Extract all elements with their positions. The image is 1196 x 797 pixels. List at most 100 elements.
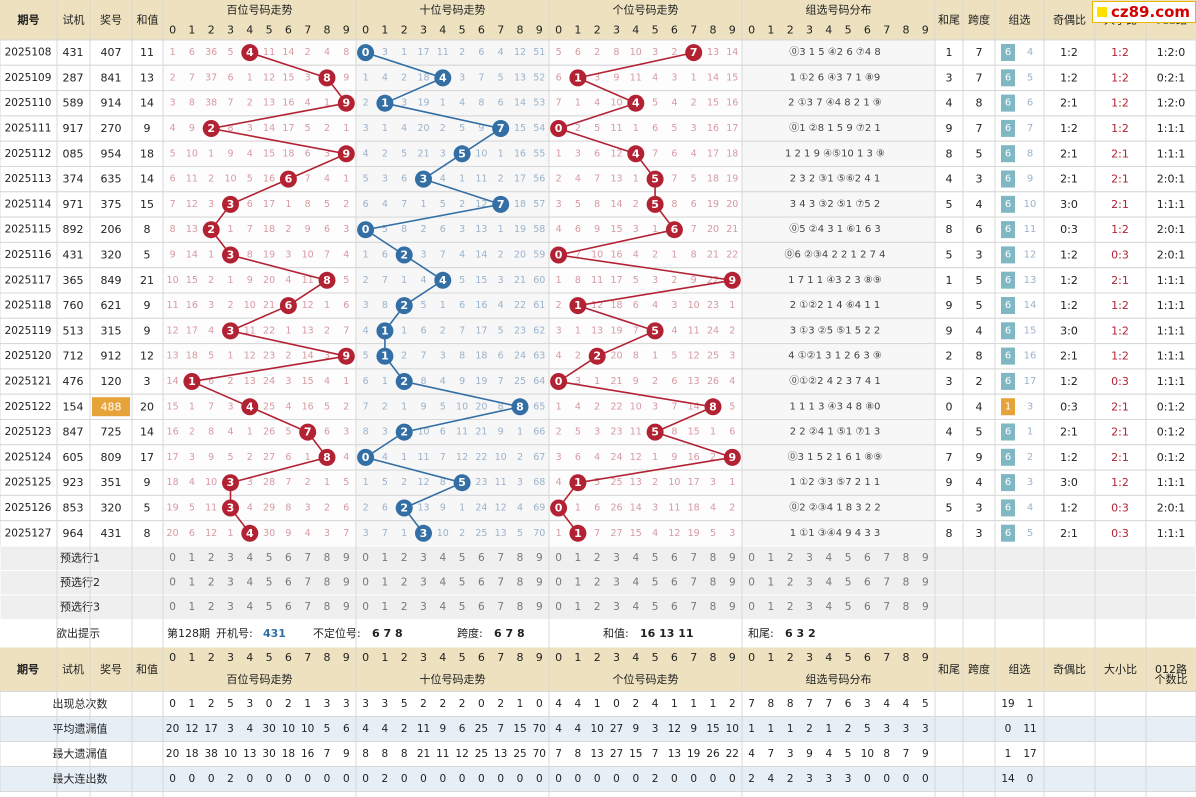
miss-value: 36 (205, 47, 217, 58)
miss-value: 8 (420, 376, 426, 387)
footer-header-digit: 6 (671, 651, 678, 664)
miss-value: 2 (324, 503, 330, 514)
miss-value: 22 (475, 452, 487, 463)
stats-value: 12 (185, 723, 198, 735)
stats-value: 70 (533, 748, 546, 760)
stats-value: 8 (401, 748, 408, 760)
miss-value: 3 (710, 477, 716, 488)
trend-ball (646, 423, 664, 441)
miss-value: 4 (324, 47, 330, 58)
miss-value: 7 (382, 275, 388, 286)
row-section (162, 343, 357, 370)
group-miss-cell: 11 (1024, 224, 1037, 235)
sum-cell: 14 (140, 426, 154, 439)
miss-value: 1 (305, 452, 311, 463)
miss-value: 11 (437, 47, 449, 58)
miss-value: 1 (189, 401, 195, 412)
miss-value: 5 (498, 325, 504, 336)
r012-cell: 1:1:1 (1157, 476, 1185, 489)
miss-value: 3 (575, 376, 581, 387)
miss-value: 9 (285, 528, 291, 539)
sum-tail-cell: 5 (946, 249, 953, 262)
group-dist-cell: ⓪①②2 4 2 3 7 4 1 (789, 375, 881, 387)
miss-value: 65 (533, 401, 545, 412)
group-dist-cell: 2 ①3 7 ④4 8 2 1 ⑨ (788, 98, 882, 109)
miss-value: 3 (671, 300, 677, 311)
miss-value: 2 (594, 47, 600, 58)
row-section (548, 419, 743, 446)
miss-value: 7 (208, 401, 214, 412)
miss-value: 9 (498, 427, 504, 438)
miss-value: 18 (263, 224, 275, 235)
miss-value: 2 (652, 477, 658, 488)
miss-value: 1 (401, 401, 407, 412)
miss-value: 1 (498, 148, 504, 159)
miss-value: 4 (324, 376, 330, 387)
miss-value: 3 (382, 47, 388, 58)
miss-value: 2 (420, 224, 426, 235)
miss-value: 12 (514, 47, 526, 58)
miss-value: 11 (630, 72, 642, 83)
group-badge-text: 6 (1005, 47, 1011, 58)
r012-cell: 1:1:1 (1157, 198, 1185, 211)
miss-value: 26 (610, 503, 622, 514)
group-dist-cell: 1 7 1 1 ④3 2 3 ⑧⑨ (788, 275, 882, 286)
period-cell: 2025111 (5, 123, 52, 135)
trend-ball-label: 8 (323, 71, 331, 84)
miss-value: 6 (227, 72, 233, 83)
span-cell: 4 (976, 198, 983, 211)
span-cell: 5 (976, 426, 983, 439)
group-badge (1001, 195, 1015, 213)
trend-ball (202, 221, 220, 239)
header-digit: 0 (362, 24, 369, 37)
trial-cell: 892 (63, 223, 84, 236)
trend-ball (357, 44, 375, 62)
footer-header-digit: 0 (748, 651, 755, 664)
span-cell: 7 (976, 122, 983, 135)
miss-value: 1 (227, 351, 233, 362)
miss-value: 3 (440, 351, 446, 362)
miss-value: 17 (514, 174, 526, 185)
group-badge (1001, 94, 1015, 112)
group-badge-text: 6 (1005, 427, 1011, 438)
trend-ball (376, 322, 394, 340)
footer-header-group-dist: 组选号码分布 (806, 672, 872, 686)
miss-value: 5 (363, 351, 369, 362)
hint-tail: 6 3 2 (785, 627, 816, 640)
miss-value: 4 (575, 174, 581, 185)
miss-value: 5 (382, 224, 388, 235)
miss-value: 3 (285, 376, 291, 387)
prize-cell: 635 (101, 173, 122, 186)
big-small-cell: 0:3 (1111, 527, 1129, 540)
miss-value: 18 (167, 477, 179, 488)
miss-value: 2 (459, 47, 465, 58)
header-period: 期号 (18, 13, 40, 27)
sum-cell: 9 (144, 476, 151, 489)
stats-value: 9 (922, 748, 929, 760)
miss-value: 2 (247, 98, 253, 109)
odd-even-cell: 2:1 (1060, 147, 1078, 160)
trend-ball (318, 271, 336, 289)
miss-value: 22 (514, 300, 526, 311)
miss-value: 5 (343, 477, 349, 488)
stats-value: 7 (748, 698, 755, 710)
odd-even-cell: 2:1 (1060, 173, 1078, 186)
miss-value: 6 (498, 98, 504, 109)
miss-value: 6 (691, 199, 697, 210)
miss-value: 19 (707, 199, 719, 210)
miss-value: 24 (514, 351, 526, 362)
preselect-digit: 9 (729, 601, 736, 613)
header-digit: 3 (613, 24, 620, 37)
watermark-badge[interactable]: cz89.com (1092, 1, 1196, 23)
prize-cell: 431 (101, 527, 122, 540)
big-small-cell: 1:2 (1111, 299, 1129, 312)
preselect-digit: 4 (632, 577, 639, 589)
stats-value: 6 (845, 698, 852, 710)
row-section (741, 267, 936, 294)
group-miss-cell: 9 (1027, 174, 1033, 185)
miss-value: 3 (691, 123, 697, 134)
miss-value: 8 (459, 351, 465, 362)
header-digit: 4 (439, 24, 446, 37)
stats-value: 3 (324, 698, 331, 710)
